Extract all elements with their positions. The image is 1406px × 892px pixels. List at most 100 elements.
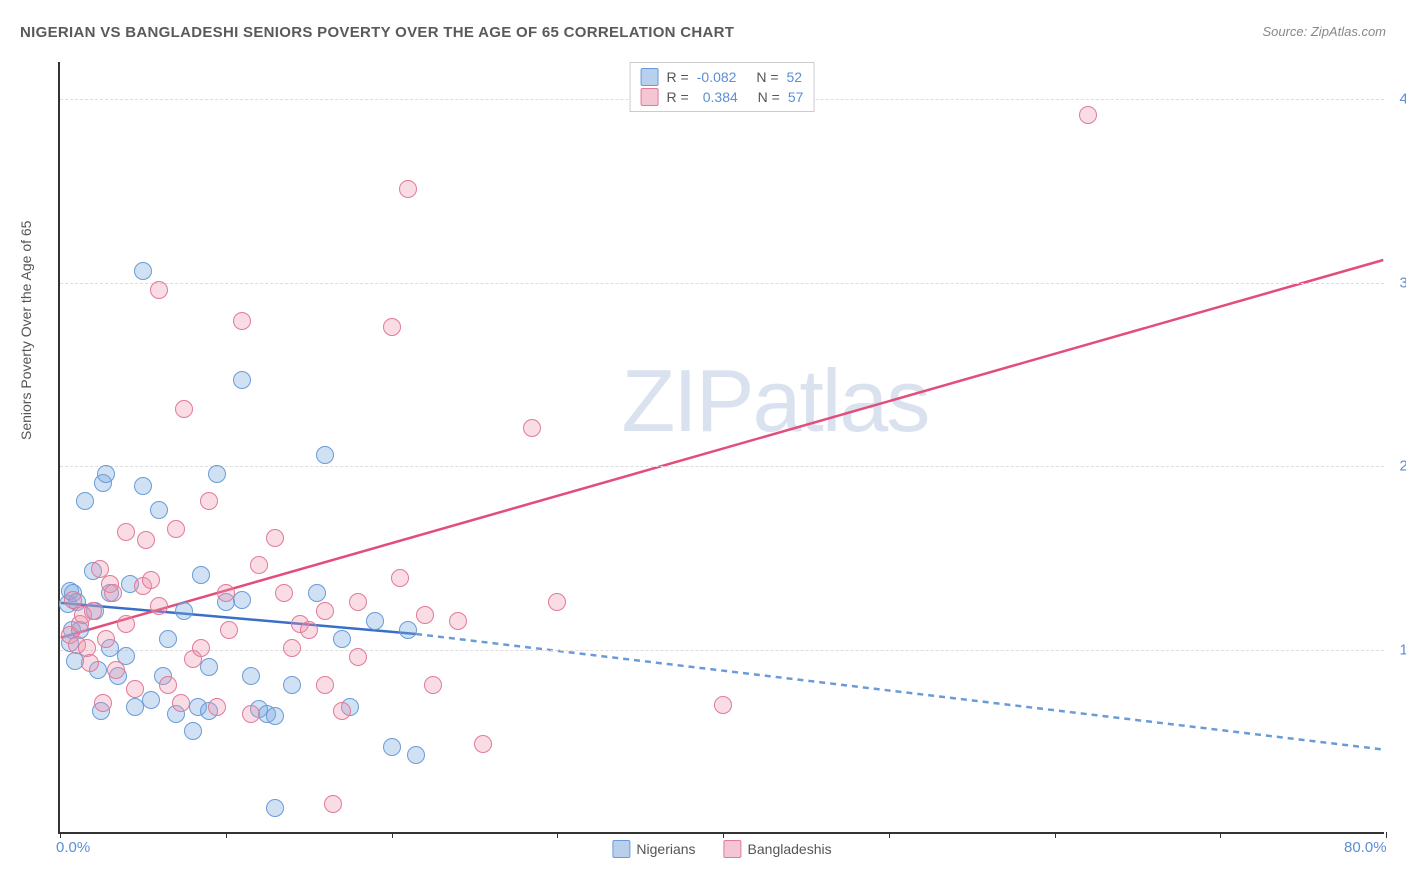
point-nigerians [208,465,226,483]
point-bangladeshis [474,735,492,753]
point-bangladeshis [84,602,102,620]
gridline [60,466,1384,467]
x-tick [1220,832,1221,838]
source-attribution: Source: ZipAtlas.com [1262,24,1386,39]
y-tick-label: 40.0% [1392,90,1406,107]
point-bangladeshis [714,696,732,714]
legend-row-nigerians: R = -0.082 N = 52 [641,67,804,87]
point-bangladeshis [275,584,293,602]
legend-label-nigerians: Nigerians [636,841,695,857]
point-bangladeshis [192,639,210,657]
point-nigerians [200,658,218,676]
point-bangladeshis [324,795,342,813]
point-bangladeshis [316,602,334,620]
r-value-nigerians: -0.082 [697,69,737,85]
point-bangladeshis [159,676,177,694]
x-tick [392,832,393,838]
point-bangladeshis [117,615,135,633]
n-value-nigerians: 52 [787,69,803,85]
plot-area: ZIPatlas R = -0.082 N = 52 R = 0.384 N =… [58,62,1384,834]
point-bangladeshis [300,621,318,639]
point-nigerians [76,492,94,510]
point-nigerians [97,465,115,483]
x-tick [60,832,61,838]
point-nigerians [407,746,425,764]
swatch-bangladeshis [641,88,659,106]
point-bangladeshis [283,639,301,657]
gridline [60,650,1384,651]
point-bangladeshis [104,584,122,602]
r-label: R = [667,89,689,105]
point-nigerians [266,799,284,817]
point-nigerians [283,676,301,694]
point-bangladeshis [349,648,367,666]
point-bangladeshis [349,593,367,611]
point-nigerians [316,446,334,464]
point-nigerians [184,722,202,740]
n-value-bangladeshis: 57 [788,89,804,105]
watermark: ZIPatlas [622,350,929,452]
r-value-bangladeshis: 0.384 [697,89,738,105]
point-bangladeshis [333,702,351,720]
point-bangladeshis [242,705,260,723]
point-bangladeshis [449,612,467,630]
n-label: N = [758,89,780,105]
x-tick [226,832,227,838]
point-bangladeshis [142,571,160,589]
point-nigerians [383,738,401,756]
point-nigerians [366,612,384,630]
point-nigerians [308,584,326,602]
point-bangladeshis [137,531,155,549]
point-bangladeshis [97,630,115,648]
point-bangladeshis [200,492,218,510]
point-bangladeshis [1079,106,1097,124]
point-bangladeshis [266,529,284,547]
point-nigerians [126,698,144,716]
chart-title: NIGERIAN VS BANGLADESHI SENIORS POVERTY … [20,24,734,41]
point-bangladeshis [126,680,144,698]
y-axis-label: Seniors Poverty Over the Age of 65 [18,221,34,440]
point-nigerians [192,566,210,584]
point-bangladeshis [150,597,168,615]
r-label: R = [667,69,689,85]
point-bangladeshis [416,606,434,624]
legend-item-bangladeshis: Bangladeshis [724,840,832,858]
x-tick [889,832,890,838]
swatch-nigerians [612,840,630,858]
point-nigerians [233,591,251,609]
point-bangladeshis [217,584,235,602]
legend-label-bangladeshis: Bangladeshis [748,841,832,857]
point-nigerians [134,262,152,280]
gridline [60,283,1384,284]
point-bangladeshis [94,694,112,712]
y-tick-label: 30.0% [1392,274,1406,291]
x-tick-label: 80.0% [1344,839,1387,856]
swatch-bangladeshis [724,840,742,858]
x-tick [557,832,558,838]
correlation-legend: R = -0.082 N = 52 R = 0.384 N = 57 [630,62,815,112]
point-nigerians [142,691,160,709]
legend-item-nigerians: Nigerians [612,840,695,858]
point-bangladeshis [81,654,99,672]
legend-row-bangladeshis: R = 0.384 N = 57 [641,87,804,107]
point-bangladeshis [523,419,541,437]
n-label: N = [756,69,778,85]
point-bangladeshis [117,523,135,541]
point-bangladeshis [150,281,168,299]
x-tick [1386,832,1387,838]
x-tick-label: 0.0% [56,839,90,856]
point-bangladeshis [172,694,190,712]
point-bangladeshis [383,318,401,336]
point-nigerians [266,707,284,725]
y-tick-label: 20.0% [1392,458,1406,475]
point-nigerians [175,602,193,620]
point-bangladeshis [208,698,226,716]
point-bangladeshis [391,569,409,587]
point-nigerians [399,621,417,639]
point-bangladeshis [167,520,185,538]
point-bangladeshis [107,661,125,679]
series-legend: Nigerians Bangladeshis [612,840,831,858]
y-tick-label: 10.0% [1392,642,1406,659]
point-nigerians [233,371,251,389]
point-bangladeshis [399,180,417,198]
